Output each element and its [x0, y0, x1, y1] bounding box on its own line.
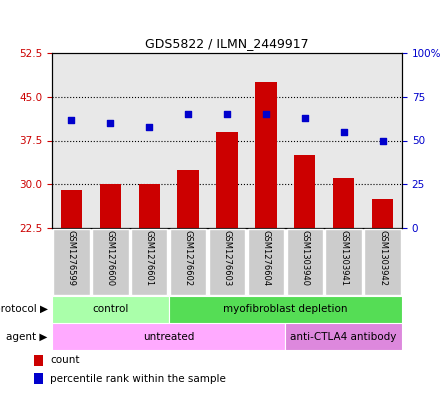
Point: [262, 111, 269, 118]
Bar: [170, 229, 206, 295]
Point: [146, 123, 153, 130]
Text: anti-CTLA4 antibody: anti-CTLA4 antibody: [290, 332, 397, 342]
Bar: [286, 229, 323, 295]
Text: GSM1276599: GSM1276599: [67, 230, 76, 286]
Bar: [92, 229, 128, 295]
Bar: [248, 229, 284, 295]
Bar: [34, 354, 43, 366]
Point: [340, 129, 347, 135]
Text: myofibroblast depletion: myofibroblast depletion: [223, 305, 348, 314]
Text: GSM1303940: GSM1303940: [300, 230, 309, 286]
Point: [68, 116, 75, 123]
Bar: [364, 229, 401, 295]
Bar: [333, 178, 354, 228]
Point: [185, 111, 192, 118]
Text: GSM1303942: GSM1303942: [378, 230, 387, 286]
Bar: [61, 190, 82, 228]
Text: GSM1303941: GSM1303941: [339, 230, 348, 286]
Bar: [372, 199, 393, 228]
Text: GSM1276600: GSM1276600: [106, 230, 115, 286]
Bar: [131, 229, 168, 295]
Point: [224, 111, 231, 118]
Bar: [52, 323, 285, 350]
Text: GSM1276603: GSM1276603: [223, 230, 231, 286]
Point: [107, 120, 114, 126]
Bar: [255, 82, 277, 228]
Text: GSM1276601: GSM1276601: [145, 230, 154, 286]
Text: count: count: [51, 355, 80, 365]
Bar: [285, 323, 402, 350]
Bar: [169, 296, 402, 323]
Title: GDS5822 / ILMN_2449917: GDS5822 / ILMN_2449917: [145, 37, 309, 50]
Bar: [99, 184, 121, 228]
Text: control: control: [92, 305, 128, 314]
Bar: [177, 170, 199, 228]
Bar: [139, 184, 160, 228]
Text: percentile rank within the sample: percentile rank within the sample: [51, 373, 226, 384]
Text: protocol ▶: protocol ▶: [0, 305, 48, 314]
Text: GSM1276604: GSM1276604: [261, 230, 271, 286]
Point: [301, 115, 308, 121]
Bar: [216, 132, 238, 228]
Text: GSM1276602: GSM1276602: [183, 230, 193, 286]
Bar: [52, 296, 169, 323]
Text: agent ▶: agent ▶: [6, 332, 48, 342]
Bar: [294, 155, 315, 228]
Point: [379, 138, 386, 144]
Bar: [326, 229, 362, 295]
Text: untreated: untreated: [143, 332, 194, 342]
Bar: [53, 229, 90, 295]
Bar: [209, 229, 245, 295]
Bar: [34, 373, 43, 384]
